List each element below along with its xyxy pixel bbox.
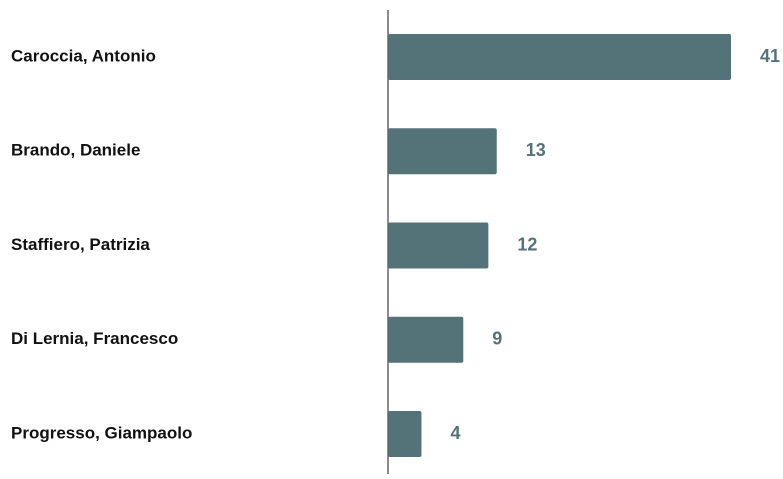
bar — [388, 128, 497, 175]
bar — [388, 34, 731, 80]
category-label: Progresso, Giampaolo — [11, 423, 192, 442]
category-label: Staffiero, Patrizia — [11, 235, 150, 254]
value-label: 12 — [517, 234, 537, 254]
bar — [388, 411, 422, 457]
value-label: 41 — [760, 46, 780, 66]
category-labels: Caroccia, Antonio Brando, Daniele Staffier… — [11, 46, 192, 442]
bar — [388, 316, 464, 363]
category-label: Di Lernia, Francesco — [11, 329, 178, 348]
value-label: 13 — [526, 140, 546, 160]
bars — [388, 34, 731, 457]
value-labels: 41 13 12 9 4 — [450, 46, 780, 443]
category-label: Brando, Daniele — [11, 141, 140, 160]
category-label: Caroccia, Antonio — [11, 46, 156, 65]
value-label: 4 — [450, 423, 460, 443]
bar — [388, 222, 489, 269]
value-label: 9 — [492, 329, 502, 349]
